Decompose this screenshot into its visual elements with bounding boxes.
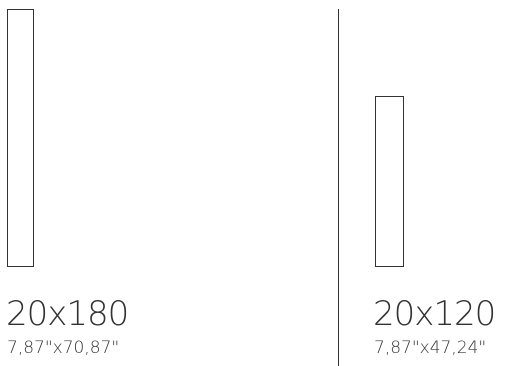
- size-label-inches: 7,87"x47,24": [374, 338, 487, 358]
- divider-line: [338, 9, 339, 366]
- size-label-cm: 20x180: [6, 294, 129, 334]
- product-outline-20x180: [7, 9, 34, 267]
- size-label-cm: 20x120: [373, 294, 496, 334]
- product-outline-20x120: [375, 96, 404, 267]
- size-label-inches: 7,87"x70,87": [7, 338, 120, 358]
